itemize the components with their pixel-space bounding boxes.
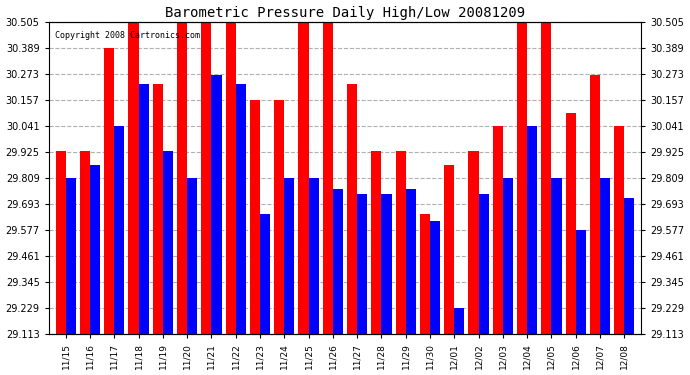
Bar — [211, 75, 221, 334]
Bar — [493, 126, 503, 334]
Bar — [333, 189, 343, 334]
Bar — [298, 23, 308, 334]
Bar — [66, 178, 76, 334]
Bar — [90, 165, 100, 334]
Bar — [566, 113, 575, 334]
Bar — [274, 99, 284, 334]
Bar — [624, 198, 635, 334]
Bar — [479, 194, 489, 334]
Bar — [115, 126, 124, 334]
Bar — [260, 214, 270, 334]
Bar — [139, 84, 149, 334]
Bar — [128, 23, 139, 334]
Bar — [406, 189, 416, 334]
Bar — [152, 84, 163, 334]
Bar — [575, 230, 586, 334]
Bar — [614, 126, 624, 334]
Bar — [469, 151, 479, 334]
Bar — [347, 84, 357, 334]
Bar — [226, 23, 236, 334]
Bar — [236, 84, 246, 334]
Bar — [187, 178, 197, 334]
Bar — [250, 99, 260, 334]
Bar — [104, 48, 115, 334]
Bar — [454, 308, 464, 334]
Bar — [323, 23, 333, 334]
Bar — [527, 126, 538, 334]
Bar — [382, 194, 392, 334]
Bar — [357, 194, 367, 334]
Bar — [395, 151, 406, 334]
Bar — [590, 75, 600, 334]
Bar — [55, 151, 66, 334]
Bar — [201, 23, 211, 334]
Bar — [551, 178, 562, 334]
Bar — [430, 220, 440, 334]
Bar — [420, 214, 430, 334]
Bar — [444, 165, 454, 334]
Bar — [503, 178, 513, 334]
Bar — [600, 178, 610, 334]
Bar — [163, 151, 173, 334]
Bar — [80, 151, 90, 334]
Bar — [371, 151, 382, 334]
Bar — [308, 178, 319, 334]
Bar — [517, 23, 527, 334]
Title: Barometric Pressure Daily High/Low 20081209: Barometric Pressure Daily High/Low 20081… — [165, 6, 525, 20]
Bar — [541, 23, 551, 334]
Text: Copyright 2008 Cartronics.com: Copyright 2008 Cartronics.com — [55, 32, 199, 40]
Bar — [284, 178, 295, 334]
Bar — [177, 23, 187, 334]
